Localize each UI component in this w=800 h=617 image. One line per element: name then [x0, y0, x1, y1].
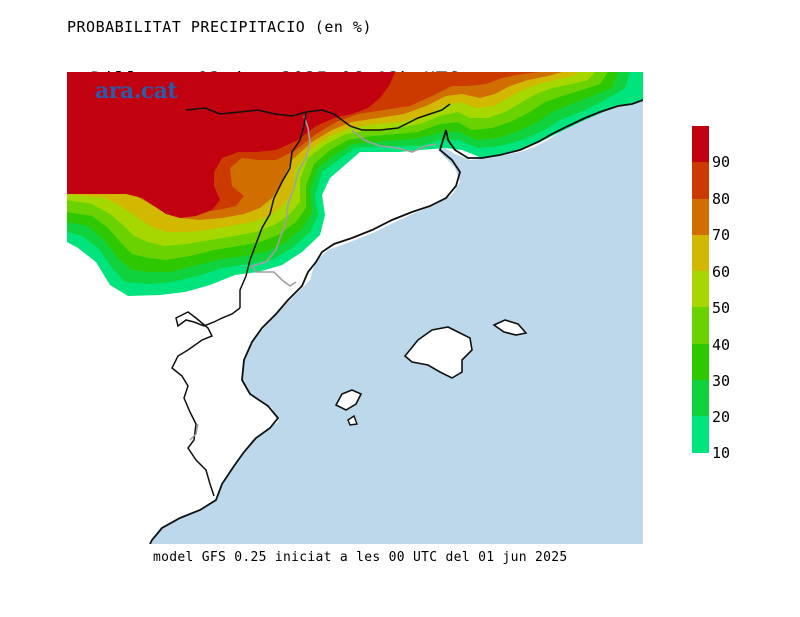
border-interior [171, 307, 241, 497]
legend-label: 10 [712, 444, 731, 462]
legend-label: 70 [712, 226, 731, 244]
legend-swatch-40 [692, 307, 709, 344]
border-valencia [189, 423, 199, 441]
legend-label: 50 [712, 299, 731, 317]
legend-label: 40 [712, 336, 731, 354]
legend-swatch-70 [692, 198, 709, 235]
legend-swatch-20 [692, 380, 709, 417]
legend-swatch-30 [692, 343, 709, 381]
legend-swatch-80 [692, 162, 709, 199]
color-legend [692, 126, 709, 453]
legend-label: 20 [712, 408, 731, 426]
border-catalonia-coast [351, 129, 437, 153]
border-aragon [239, 111, 307, 308]
legend-swatch-90 [692, 126, 709, 163]
border-spain-france [185, 103, 451, 131]
menorca-island [492, 319, 528, 336]
legend-swatch-50 [692, 271, 709, 308]
band-90 [67, 72, 395, 218]
legend-label: 80 [712, 190, 731, 208]
legend-label: 30 [712, 372, 731, 390]
mallorca-island [403, 326, 473, 379]
legend-label: 90 [712, 153, 731, 171]
eivissa-island [334, 389, 363, 411]
legend-swatch-60 [692, 234, 709, 272]
aracat-logo: ara.cat [95, 78, 178, 104]
legend-swatch-10 [692, 416, 709, 453]
map-title: PROBABILITAT PRECIPITACIO (en %) [67, 18, 372, 36]
legend-label: 60 [712, 263, 731, 281]
border-catalonia [250, 115, 311, 287]
formentera-island [347, 414, 358, 426]
model-footer: model GFS 0.25 iniciat a les 00 UTC del … [153, 550, 568, 565]
precipitation-map [67, 72, 643, 544]
coastline [149, 99, 643, 544]
